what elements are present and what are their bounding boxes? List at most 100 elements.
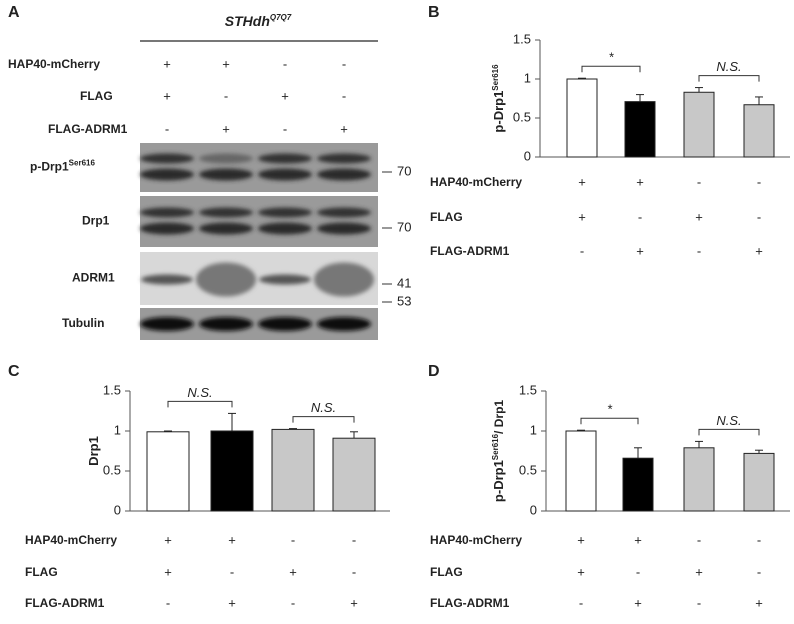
panel-letter: D — [428, 363, 440, 380]
bar — [683, 91, 715, 158]
condition-label: HAP40-mCherry — [430, 175, 522, 189]
condition-label: HAP40-mCherry — [25, 533, 117, 547]
condition-sign: - — [291, 532, 295, 547]
condition-sign: - — [580, 243, 584, 258]
significance-label: * — [608, 50, 614, 65]
condition-label: FLAG-ADRM1 — [430, 596, 510, 610]
blot-title-sup: Q7Q7 — [270, 13, 292, 22]
blot-band — [258, 207, 312, 218]
significance-bracket — [698, 75, 760, 82]
condition-label: FLAG — [25, 565, 58, 579]
condition-sign: + — [228, 532, 236, 547]
panel-letter: C — [8, 363, 20, 380]
condition-sign: - — [342, 56, 346, 71]
condition-sign: + — [222, 56, 230, 71]
significance-label: N.S. — [187, 385, 212, 400]
condition-sign: - — [697, 174, 701, 189]
bar — [565, 430, 597, 512]
condition-sign: - — [638, 209, 642, 224]
condition-sign: - — [697, 595, 701, 610]
condition-sign: - — [166, 595, 170, 610]
condition-sign: - — [636, 564, 640, 579]
marker-label: 53 — [397, 293, 411, 308]
y-axis-title-sup: Ser616 — [491, 64, 500, 91]
condition-sign: + — [755, 595, 763, 610]
blot-band — [141, 274, 193, 285]
bar — [743, 104, 775, 158]
significance-label: * — [607, 402, 613, 417]
condition-sign: - — [342, 88, 346, 103]
condition-label: FLAG — [430, 210, 463, 224]
condition-sign: + — [340, 121, 348, 136]
blot-membrane — [140, 143, 378, 192]
significance-label: N.S. — [716, 413, 741, 428]
significance-bracket — [292, 416, 355, 423]
condition-label: FLAG-ADRM1 — [25, 596, 105, 610]
condition-sign: + — [164, 532, 172, 547]
blot-label-part: Tubulin — [62, 316, 104, 330]
significance-bracket — [580, 417, 639, 425]
condition-sign: - — [697, 243, 701, 258]
bar — [624, 101, 656, 158]
condition-sign: + — [163, 88, 171, 103]
condition-sign: - — [757, 532, 761, 547]
blot-band — [317, 153, 371, 164]
blot-band — [199, 207, 253, 218]
condition-label: HAP40-mCherry — [430, 533, 522, 547]
condition-label: FLAG — [430, 565, 463, 579]
y-tick-label: 1 — [530, 422, 537, 437]
blot-band — [199, 153, 253, 164]
blot-label: ADRM1 — [72, 271, 115, 285]
condition-label: FLAG — [80, 89, 113, 103]
blot-title-part: STHdh — [225, 13, 270, 29]
blot-label-part: ADRM1 — [72, 271, 115, 285]
blot-band — [140, 222, 194, 235]
blot-label: Drp1 — [82, 214, 110, 228]
condition-sign: + — [695, 564, 703, 579]
condition-sign: + — [636, 243, 644, 258]
condition-sign: + — [222, 121, 230, 136]
significance-bracket — [581, 65, 641, 73]
condition-sign: - — [230, 564, 234, 579]
y-tick-label: 0.5 — [513, 109, 531, 124]
blot-band — [259, 274, 311, 285]
condition-sign: - — [757, 564, 761, 579]
blot-band — [258, 168, 312, 181]
significance-label: N.S. — [311, 400, 336, 415]
blot-label-part: Drp1 — [82, 214, 110, 228]
blot-band — [196, 262, 256, 297]
marker-label: 70 — [397, 219, 411, 234]
condition-sign: + — [578, 174, 586, 189]
condition-sign: - — [757, 174, 761, 189]
condition-sign: + — [577, 532, 585, 547]
bar — [683, 447, 715, 512]
condition-sign: + — [281, 88, 289, 103]
condition-sign: - — [697, 532, 701, 547]
panel-letter: A — [8, 4, 20, 21]
condition-sign: - — [352, 532, 356, 547]
bar — [566, 78, 598, 158]
blot-band — [314, 262, 374, 297]
bar — [146, 431, 190, 512]
blot-band — [317, 207, 371, 218]
blot-label-part: p-Drp1 — [30, 160, 69, 174]
y-axis-title-part: p-Drp1 — [491, 460, 506, 502]
bar — [743, 452, 775, 512]
bar — [210, 430, 254, 512]
blot-title: STHdhQ7Q7 — [225, 13, 292, 29]
blot-band — [199, 317, 253, 331]
blot-label: Tubulin — [62, 316, 104, 330]
condition-sign: + — [634, 532, 642, 547]
y-axis-title-part: / Drp1 — [492, 400, 506, 434]
blot-band — [317, 317, 371, 331]
blot-band — [140, 153, 194, 164]
y-tick-label: 0.5 — [103, 462, 121, 477]
condition-sign: + — [164, 564, 172, 579]
blot-band — [140, 317, 194, 331]
y-axis-title-part: p-Drp1 — [491, 91, 506, 133]
condition-sign: + — [228, 595, 236, 610]
y-axis-title-sup: Ser616 — [491, 433, 500, 460]
condition-label: HAP40-mCherry — [8, 57, 100, 71]
blot-band — [199, 168, 253, 181]
